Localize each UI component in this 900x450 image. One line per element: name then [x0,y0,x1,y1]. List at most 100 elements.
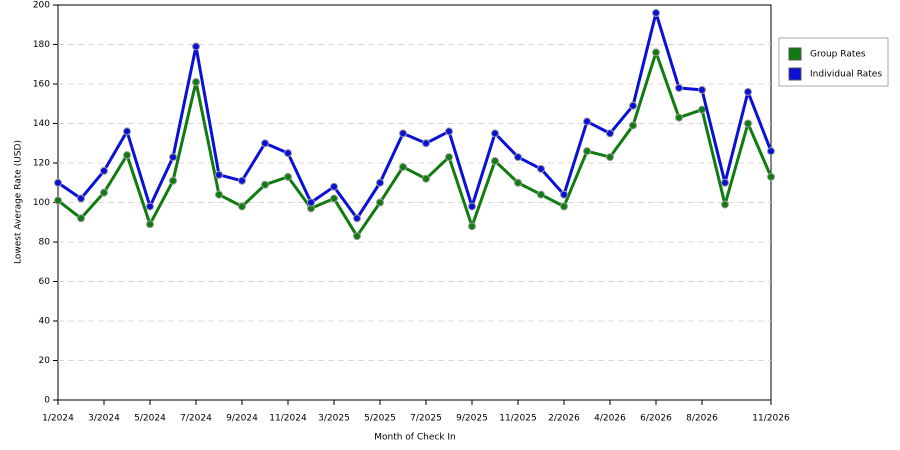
data-point [491,129,499,138]
data-point [606,153,614,162]
data-point [468,202,476,211]
data-point [675,83,683,92]
x-tick-label: 9/2024 [226,414,258,424]
data-point [376,178,384,187]
x-tick-label: 4/2026 [594,414,626,424]
data-point [629,101,637,110]
data-point [445,127,453,136]
data-point [399,162,407,171]
x-tick-label: 9/2025 [456,414,488,424]
y-tick-label: 100 [33,198,50,208]
x-tick-label: 11/2025 [499,414,536,424]
x-tick-label: 6/2026 [640,414,672,424]
data-point [491,157,499,166]
data-point [698,85,706,94]
x-tick-label: 11/2026 [752,414,790,424]
x-tick-label: 5/2024 [134,414,166,424]
data-point [767,147,775,156]
data-point [54,196,62,205]
data-point [146,202,154,211]
data-point [284,149,292,158]
data-point [744,87,752,96]
series-line [57,50,773,238]
data-point [721,200,729,209]
data-point [77,194,85,203]
x-tick-label: 2/2026 [548,414,580,424]
y-tick-label: 160 [33,80,50,90]
data-point [215,170,223,179]
x-axis-label: Month of Check In [374,433,456,443]
data-point [54,178,62,187]
x-tick-label: 3/2024 [88,414,120,424]
data-point [192,78,200,87]
x-tick-label: 5/2025 [364,414,396,424]
data-point [146,220,154,229]
data-point [675,113,683,122]
data-point [583,147,591,156]
data-point [123,127,131,136]
legend-label: Group Rates [810,50,866,60]
data-point [77,214,85,223]
data-point [514,178,522,187]
data-point [353,214,361,223]
x-tick-label: 7/2024 [180,414,212,424]
y-tick-label: 20 [39,356,51,366]
data-point [399,129,407,138]
data-point [698,105,706,114]
data-point [238,176,246,185]
data-point [537,164,545,173]
data-point [537,190,545,199]
data-point [583,117,591,126]
y-axis-label: Lowest Average Rate (USD) [14,140,24,264]
data-point [560,190,568,199]
data-point [721,178,729,187]
y-tick-label: 40 [39,317,51,327]
y-tick-label: 180 [33,40,50,50]
x-tick-label: 8/2026 [686,414,718,424]
data-point [330,194,338,203]
y-tick-label: 120 [33,159,50,169]
data-point [652,8,660,17]
data-point [169,153,177,162]
data-point [238,202,246,211]
data-point [261,180,269,189]
x-tick-label: 3/2025 [318,414,350,424]
data-point [514,153,522,162]
y-tick-label: 140 [33,119,50,129]
data-point [560,202,568,211]
data-point [422,139,430,148]
data-point [606,129,614,138]
y-tick-label: 60 [39,277,51,287]
y-tick-label: 0 [44,396,50,406]
data-point [629,121,637,130]
data-point [192,42,200,51]
data-point [422,174,430,183]
data-point [376,198,384,207]
data-point [123,151,131,160]
data-point [100,188,108,197]
y-tick-label: 200 [33,1,50,11]
data-point [284,172,292,181]
y-tick-label: 80 [39,238,51,248]
data-point [468,222,476,231]
series-line [57,11,773,220]
data-point [652,48,660,57]
legend-swatch [788,47,802,61]
x-tick-label: 1/2024 [42,414,74,424]
x-tick-label: 11/2024 [269,414,307,424]
data-point [261,139,269,148]
legend-label: Individual Rates [810,70,882,80]
data-point [353,232,361,241]
data-point [100,166,108,175]
data-point [307,198,315,207]
data-point [169,176,177,185]
legend-swatch [788,67,802,81]
data-point [215,190,223,199]
plot-frame [57,4,772,401]
data-point [744,119,752,128]
x-tick-label: 7/2025 [410,414,442,424]
data-point [767,172,775,181]
data-point [330,182,338,191]
data-point [445,153,453,162]
